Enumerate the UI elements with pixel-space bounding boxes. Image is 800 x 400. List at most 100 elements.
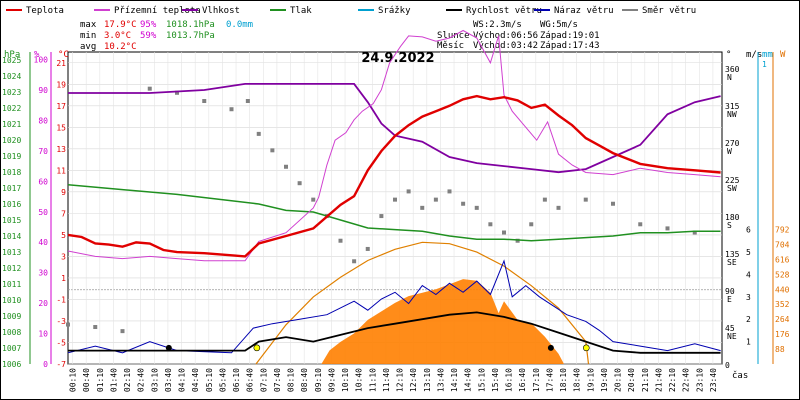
wind-direction-point [256,131,261,136]
moonrise-marker [165,344,172,351]
pressure-tick: 1014 [2,232,21,241]
wind-tick: 5 [746,248,751,257]
x-tick-label: 14:10 [450,368,459,392]
x-tick-label: 14:40 [464,368,473,392]
pressure-tick: 1016 [2,200,21,209]
temperature-tick: -7 [56,360,66,369]
x-tick-label: 20:40 [627,368,636,392]
temperature-tick: 19 [56,80,66,89]
x-tick-label: 08:40 [300,368,309,392]
legend-label: Náraz větru [554,6,614,16]
temperature-tick: 13 [56,145,66,154]
pressure-tick: 1009 [2,312,21,321]
x-axis-label: čas [732,370,748,381]
x-tick-label: 17:40 [545,368,554,392]
x-tick-label: 19:10 [586,368,595,392]
wind-direction-point [338,238,343,243]
humidity-tick: 20 [38,299,48,308]
wind-direction-point [66,322,70,327]
wind-speed-info: WS:2.3m/s [473,20,522,30]
x-tick-label: 06:40 [246,368,255,392]
direction-axis-unit: ° [726,50,731,60]
wind-direction-point [474,205,479,210]
temperature-line [67,94,721,258]
x-tick-label: 13:10 [423,368,432,392]
wind-direction-point [365,246,370,251]
humidity-tick: 0 [43,360,48,369]
pressure-tick: 1020 [2,136,21,145]
temperature-tick: -1 [56,295,66,304]
pressure-tick: 1021 [2,120,21,129]
wind-axis-unit: m/s [746,50,762,60]
stats-temp: 17.9°C [104,20,137,30]
solar-tick: 352 [775,300,790,309]
x-tick-label: 18:40 [573,368,582,392]
x-tick-label: 09:10 [314,368,323,392]
x-tick-label: 10:10 [341,368,350,392]
x-tick-label: 09:40 [327,368,336,392]
sunset: Západ:19:01 [540,31,600,41]
x-tick-label: 16:10 [505,368,514,392]
sunrise: Východ:06:56 [473,31,538,41]
x-tick-label: 02:10 [123,368,132,392]
humidity-line [68,83,721,174]
direction-label: NW [727,110,737,119]
humidity-tick: 100 [34,56,49,65]
x-tick-label: 11:10 [368,368,377,392]
legend-label: Srážky [378,6,411,16]
x-tick-label: 05:10 [205,368,214,392]
temperature-tick: -3 [56,317,66,326]
direction-label: SW [727,184,737,193]
x-tick-label: 02:40 [137,368,146,392]
wind-direction-point [147,86,152,91]
x-tick-label: 23:40 [709,368,718,392]
wind-direction-point [93,325,98,330]
pressure-tick: 1007 [2,344,21,353]
wind-direction-point [352,259,357,264]
stats-humidity: 95% [140,20,157,30]
stats-rain: 0.0mm [226,20,253,30]
solar-tick: 704 [775,240,790,249]
x-tick-label: 13:40 [436,368,445,392]
x-tick-label: 06:10 [232,368,241,392]
direction-tick: 0 [725,361,730,370]
x-tick-label: 16:40 [518,368,527,392]
direction-label: E [727,295,732,304]
humidity-tick: 40 [38,238,48,247]
wind-direction-point [297,181,302,186]
direction-tick: 315 [725,102,740,111]
solar-tick: 792 [775,226,790,235]
legend-label: Teplota [26,6,64,16]
x-tick-label: 12:10 [396,368,405,392]
direction-tick: 90 [725,287,735,296]
temperature-tick: 21 [56,59,66,68]
temperature-tick: 5 [61,231,66,240]
wind-direction-point [229,107,234,112]
direction-tick: 360 [725,65,740,74]
wind-direction-point [420,205,425,210]
pressure-tick: 1011 [2,280,21,289]
pressure-tick: 1019 [2,152,21,161]
temperature-tick: 15 [56,123,66,132]
wind-direction-point [665,226,670,231]
temperature-tick: 7 [61,209,66,218]
direction-tick: 225 [725,176,740,185]
solar-tick: 440 [775,285,790,294]
solar-axis-unit: W [780,50,786,60]
temperature-tick: 1 [61,274,66,283]
humidity-tick: 80 [38,116,48,125]
humidity-tick: 30 [38,269,48,278]
x-tick-label: 21:40 [654,368,663,392]
pressure-tick: 1008 [2,328,21,337]
x-tick-label: 11:40 [382,368,391,392]
direction-label: S [727,221,732,230]
pressure-tick: 1025 [2,56,21,65]
stats-temp: 10.2°C [104,42,137,52]
x-tick-label: 00:40 [82,368,91,392]
wind-tick: 3 [746,293,751,302]
humidity-tick: 10 [38,330,48,339]
pressure-tick: 1015 [2,216,21,225]
solar-tick: 264 [775,315,790,324]
solar-tick: 176 [775,330,790,339]
